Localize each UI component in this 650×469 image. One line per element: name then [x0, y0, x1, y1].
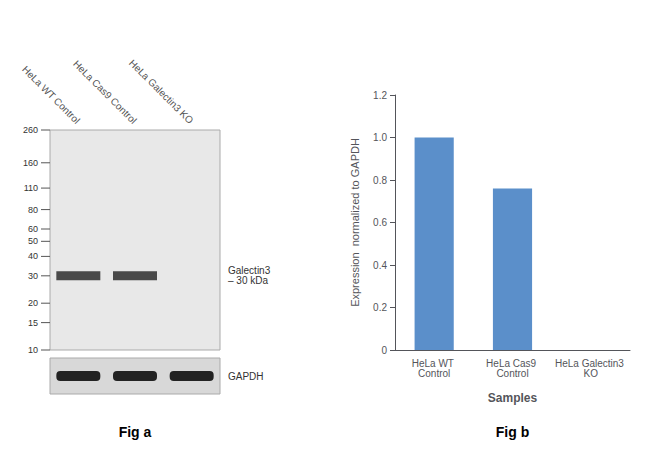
- svg-text:60: 60: [28, 224, 38, 234]
- svg-text:Samples: Samples: [488, 391, 538, 405]
- svg-text:Control: Control: [418, 368, 450, 379]
- svg-text:260: 260: [23, 125, 38, 135]
- svg-text:KO: KO: [584, 368, 599, 379]
- svg-text:1.2: 1.2: [373, 90, 387, 101]
- svg-text:Galectin3: Galectin3: [228, 265, 271, 277]
- svg-text:10: 10: [28, 345, 38, 355]
- svg-text:30: 30: [28, 271, 38, 281]
- svg-text:0.8: 0.8: [373, 175, 387, 186]
- svg-text:Fig b: Fig b: [496, 424, 529, 440]
- svg-text:Control: Control: [496, 368, 528, 379]
- svg-text:GAPDH: GAPDH: [228, 371, 264, 382]
- svg-text:50: 50: [28, 236, 38, 246]
- svg-text:– 30 kDa: – 30 kDa: [228, 275, 268, 286]
- svg-text:HeLa Galectin3 KO: HeLa Galectin3 KO: [127, 57, 196, 126]
- svg-text:Fig a: Fig a: [119, 424, 152, 440]
- svg-text:0.4: 0.4: [373, 260, 387, 271]
- svg-text:HeLa Cas9 Control: HeLa Cas9 Control: [71, 58, 139, 126]
- svg-text:15: 15: [28, 318, 38, 328]
- svg-text:110: 110: [24, 183, 38, 193]
- svg-text:20: 20: [28, 298, 38, 308]
- svg-text:0: 0: [381, 345, 387, 356]
- svg-text:HeLa Galectin3: HeLa Galectin3: [555, 357, 627, 369]
- svg-text:HeLa Cas9: HeLa Cas9: [486, 357, 539, 369]
- svg-text:Expression normalized to GAPD: Expression normalized to GAPDH: [349, 138, 361, 307]
- svg-text:HeLa WT: HeLa WT: [411, 357, 457, 369]
- svg-text:40: 40: [28, 251, 38, 261]
- svg-text:1.0: 1.0: [373, 132, 387, 143]
- svg-text:160: 160: [23, 158, 38, 168]
- svg-text:0.6: 0.6: [373, 217, 387, 228]
- svg-text:80: 80: [28, 205, 38, 215]
- svg-text:HeLa WT Control: HeLa WT Control: [20, 64, 82, 126]
- svg-text:0.2: 0.2: [373, 302, 387, 313]
